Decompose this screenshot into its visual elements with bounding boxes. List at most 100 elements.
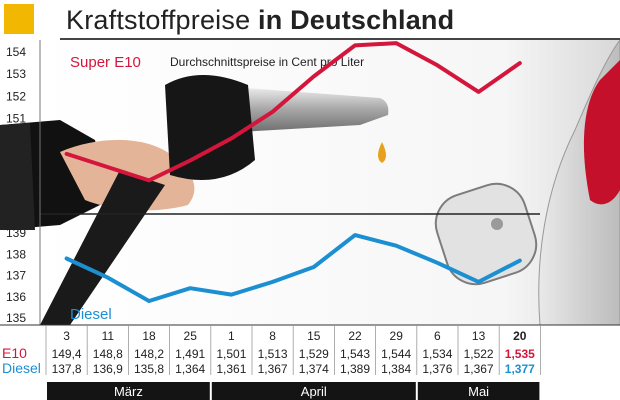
x-tick-label: 6 (434, 329, 441, 343)
fuel-drop (378, 142, 386, 163)
data-label: 1,376 (422, 362, 452, 376)
month-label: Mai (468, 384, 489, 399)
y-tick-label: 136 (6, 290, 26, 304)
data-label: 1,377 (505, 362, 535, 376)
month-label: März (114, 384, 143, 399)
series-label-e10: Super E10 (70, 54, 141, 71)
x-tick-label: 29 (390, 329, 404, 343)
month-bar (211, 382, 416, 400)
data-label: 137,8 (52, 362, 82, 376)
x-tick-label: 1 (228, 329, 235, 343)
month-bar (417, 382, 540, 400)
data-point (477, 90, 480, 94)
data-point (312, 265, 315, 269)
data-point (106, 165, 110, 169)
series-lines (64, 41, 522, 303)
data-label: 1,367 (258, 362, 288, 376)
data-point (353, 44, 357, 47)
data-label: 1,529 (299, 347, 329, 361)
data-point (189, 159, 192, 162)
car-illustration (434, 40, 620, 326)
series-label-diesel: Diesel (70, 306, 112, 323)
x-tick-label: 13 (472, 329, 486, 343)
data-point (230, 137, 233, 140)
data-point (353, 233, 357, 237)
series-line-diesel (64, 233, 522, 303)
tail-light (583, 60, 620, 205)
y-tick-label: 147 (6, 200, 26, 214)
fuel-cap (434, 182, 538, 286)
title-bold: in Deutschland (258, 5, 455, 35)
data-label: 148,2 (134, 347, 164, 361)
title-bar: Kraftstoffpreise in Deutschland (0, 0, 620, 40)
x-tick-label: 15 (307, 329, 321, 343)
title-light: Kraftstoffpreise (66, 5, 251, 35)
data-label: 1,384 (381, 362, 411, 376)
data-label: 1,501 (216, 347, 246, 361)
x-tick-label: 3 (63, 329, 70, 343)
data-label: 148,8 (93, 347, 123, 361)
data-point (65, 152, 68, 156)
y-tick-label: 135 (6, 311, 26, 325)
chart-svg: Super E10 Durchschnittspreise in Cent pr… (0, 40, 620, 400)
data-point (312, 75, 315, 78)
y-tick-label: 153 (6, 67, 26, 81)
y-tick-label: 137 (6, 269, 26, 283)
data-label: 1,364 (175, 362, 205, 376)
fuel-nozzle-illustration (0, 75, 389, 325)
x-tick-label: 11 (102, 329, 115, 343)
data-point (147, 299, 151, 303)
month-bar (47, 382, 210, 400)
data-point (147, 179, 151, 182)
data-label: 1,374 (299, 362, 329, 376)
data-label: 136,9 (93, 362, 123, 376)
chart-subtitle: Durchschnittspreise in Cent pro Liter (170, 55, 364, 69)
chart-title: Kraftstoffpreise in Deutschland (66, 3, 454, 37)
data-point (518, 61, 521, 65)
data-label: 1,534 (422, 347, 452, 361)
data-label: 1,543 (340, 347, 370, 361)
data-point (395, 41, 398, 45)
y-tick-label: 139 (6, 226, 26, 240)
x-tick-label: 25 (184, 329, 198, 343)
y-tick-label: 138 (6, 247, 26, 261)
month-label: April (301, 384, 327, 399)
table-row-label: Diesel (2, 360, 41, 376)
x-tick-label: 22 (348, 329, 362, 343)
data-point (271, 280, 274, 284)
y-tick-label: 151 (6, 111, 26, 125)
data-label: 1,522 (464, 347, 494, 361)
data-label: 1,544 (381, 347, 411, 361)
data-label: 1,491 (175, 347, 205, 361)
x-tick-label: 18 (142, 329, 156, 343)
y-tick-label: 150 (6, 134, 26, 148)
series-line-e10 (64, 41, 522, 183)
data-point (230, 293, 233, 296)
x-tick-label: 20 (513, 329, 527, 343)
data-point (189, 287, 192, 290)
y-tick-label: 154 (6, 45, 26, 59)
title-rule (60, 38, 620, 40)
data-point (518, 259, 521, 262)
data-label: 135,8 (134, 362, 164, 376)
data-point (477, 280, 480, 284)
fuel-hose (40, 170, 165, 325)
nozzle-body (165, 75, 255, 180)
y-axis-labels: 147 148 149 150 151 152 153 154 135 136 137 138 139 (6, 45, 26, 325)
data-label: 1,361 (216, 362, 246, 376)
data-point (436, 261, 439, 264)
data-point (395, 244, 398, 247)
decor (0, 40, 620, 326)
data-label: 1,535 (505, 347, 535, 361)
data-point (106, 276, 110, 279)
x-tick-label: 8 (269, 329, 276, 343)
data-label: 149,4 (52, 347, 82, 361)
data-label: 1,367 (464, 362, 494, 376)
data-point (436, 64, 439, 67)
data-label: 1,389 (340, 362, 370, 376)
y-tick-label: 148 (6, 178, 26, 192)
y-tick-label: 152 (6, 89, 26, 103)
data-label: 1,513 (258, 347, 288, 361)
data-point (271, 110, 274, 113)
